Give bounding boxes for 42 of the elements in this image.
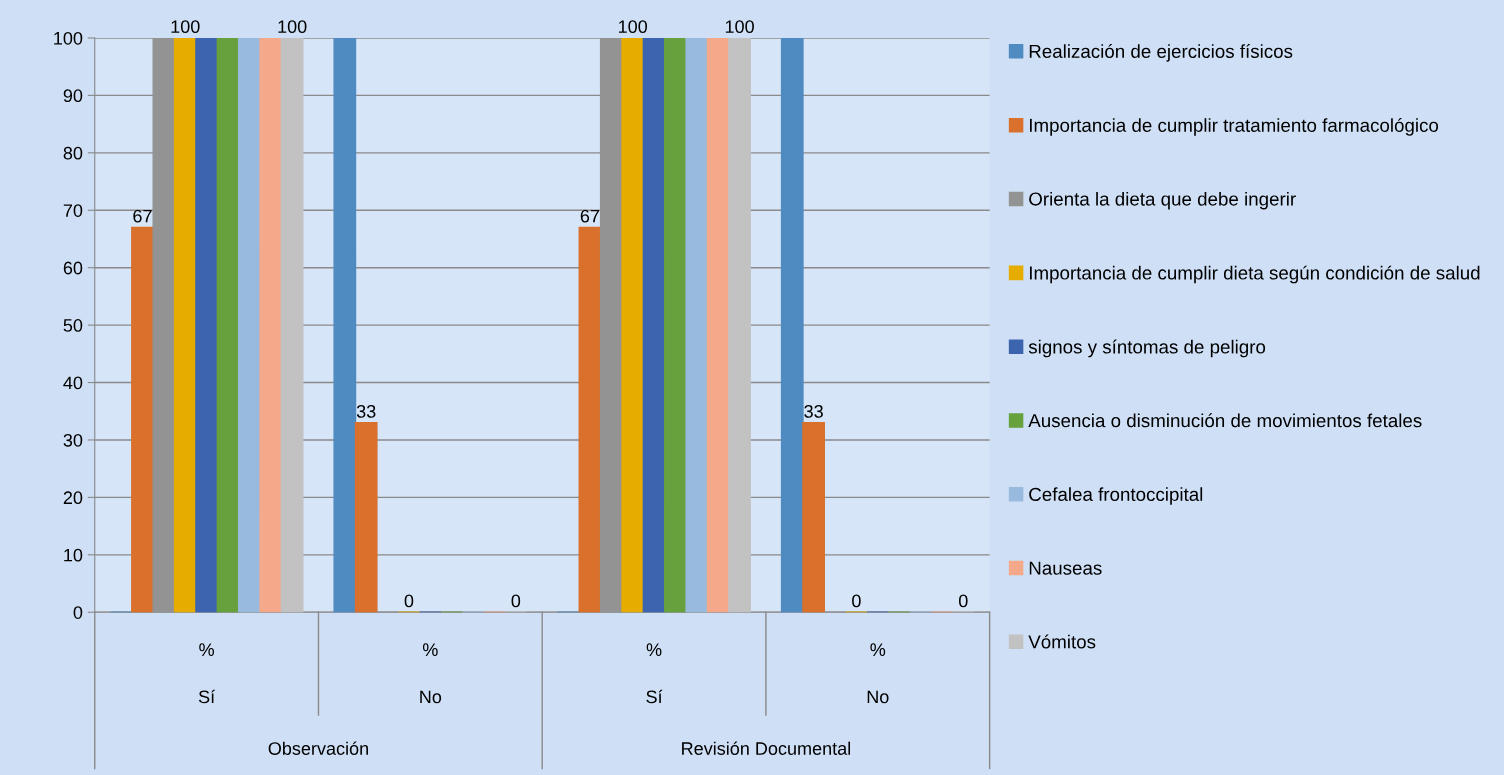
y-tick-label: 50 (63, 319, 83, 332)
data-label: 67 (580, 209, 600, 223)
y-tick-label: 70 (63, 204, 83, 217)
x-tick-label: % (422, 643, 438, 656)
legend-label: Nauseas (1029, 561, 1102, 575)
data-label: 100 (171, 20, 200, 34)
x-tick-label: % (870, 643, 886, 656)
data-label: 100 (725, 20, 754, 34)
y-tick-label: 30 (63, 433, 83, 447)
text: No (867, 690, 889, 704)
data-label: 0 (511, 594, 521, 608)
y-tick-label: 90 (63, 89, 83, 103)
legend-label: Importancia de cumplir dieta según condición de salud (1030, 265, 1480, 284)
data-label: 100 (618, 20, 648, 34)
data-label: 0 (404, 594, 414, 608)
legend-label: Cefalea frontoccipital (1029, 487, 1203, 505)
y-tick-label: 100 (54, 31, 83, 45)
legend-label: signos y síntomas de peligro (1028, 339, 1266, 358)
x-tick-label: % (646, 643, 662, 656)
text: Sí (646, 689, 663, 704)
data-label: 0 (852, 594, 861, 608)
legend-label: Importancia de cumplir tratamiento farmacológico (1030, 117, 1439, 136)
data-label: 100 (278, 20, 307, 34)
legend-label: Orienta la dieta que debe ingerir (1029, 191, 1296, 210)
x-tick-label: % (199, 643, 214, 656)
legend-label: Ausencia o disminución de movimientos fetales (1028, 413, 1422, 428)
y-tick-label: 40 (63, 376, 83, 390)
text: Revisión Documental (682, 741, 851, 755)
legend-label: Realización de ejercicios físicos (1029, 44, 1293, 62)
y-tick-label: 0 (73, 606, 83, 619)
data-label: 33 (804, 405, 823, 418)
data-label: 33 (356, 405, 376, 418)
data-label: 0 (958, 594, 968, 608)
legend-label: Vómitos (1028, 634, 1096, 649)
text: Observación (268, 741, 368, 755)
text: No (420, 690, 442, 704)
text: Sí (198, 689, 216, 704)
y-tick-label: 20 (63, 491, 83, 505)
y-tick-label: 80 (63, 146, 83, 160)
data-label: 67 (133, 209, 152, 223)
y-tick-label: 10 (64, 548, 83, 562)
y-tick-label: 60 (63, 261, 83, 275)
